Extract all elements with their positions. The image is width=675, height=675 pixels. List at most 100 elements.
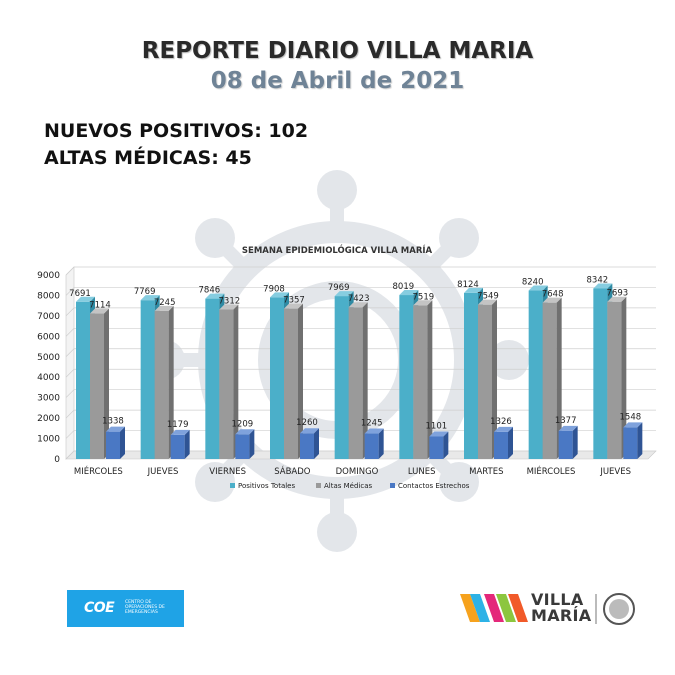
bar bbox=[478, 304, 492, 459]
bar-side bbox=[298, 303, 303, 459]
bar-top bbox=[607, 296, 627, 302]
bar bbox=[593, 288, 608, 459]
data-label: 1260 bbox=[296, 418, 318, 428]
bar-top bbox=[300, 428, 319, 434]
gridline bbox=[65, 348, 656, 358]
data-label: 7908 bbox=[263, 284, 285, 294]
data-label: 7519 bbox=[413, 292, 435, 302]
villa-maria-line1: VILLA bbox=[531, 590, 584, 609]
bar-side bbox=[492, 299, 497, 459]
bar-side bbox=[572, 425, 578, 459]
y-tick-label: 3000 bbox=[37, 394, 60, 404]
data-label: 1338 bbox=[102, 417, 124, 427]
bar-side bbox=[233, 304, 239, 459]
y-tick-label: 0 bbox=[54, 455, 60, 465]
bar bbox=[348, 307, 363, 459]
bar-top bbox=[542, 297, 562, 303]
bar-top bbox=[154, 305, 174, 311]
y-tick-label: 5000 bbox=[37, 353, 60, 363]
bar bbox=[219, 309, 234, 459]
chart-title: SEMANA EPIDEMIOLÓGICA VILLA MARÍA bbox=[242, 244, 433, 256]
data-label: 1326 bbox=[490, 417, 512, 427]
bar bbox=[542, 302, 557, 459]
bar bbox=[106, 431, 120, 459]
bar-top bbox=[76, 296, 95, 302]
bar-top bbox=[413, 300, 433, 306]
bar bbox=[334, 296, 349, 459]
bar-side bbox=[184, 429, 190, 459]
gridline bbox=[65, 266, 656, 276]
legend-swatch bbox=[316, 483, 321, 488]
coe-logo-abbr: COE bbox=[84, 600, 115, 616]
bar-side bbox=[621, 296, 627, 459]
bar-top bbox=[334, 291, 354, 297]
bar-top bbox=[219, 304, 239, 310]
villa-maria-wordmark: VILLA MARÍA bbox=[531, 592, 591, 624]
bar bbox=[399, 295, 414, 459]
bar-top bbox=[235, 429, 255, 435]
bar-side bbox=[314, 428, 319, 459]
bar-top bbox=[494, 426, 513, 432]
gridline bbox=[65, 430, 656, 439]
bar bbox=[429, 436, 444, 459]
bar-side bbox=[104, 308, 109, 459]
bar-side bbox=[249, 429, 255, 459]
bar bbox=[623, 427, 638, 459]
legend-label: Contactos Estrechos bbox=[398, 482, 470, 490]
data-label: 7549 bbox=[477, 292, 499, 302]
bar-side bbox=[427, 300, 433, 459]
bar-top bbox=[284, 303, 303, 309]
data-label: 1377 bbox=[555, 416, 577, 426]
bar-top bbox=[170, 429, 190, 435]
data-label: 8124 bbox=[457, 280, 479, 290]
data-label: 1101 bbox=[426, 421, 448, 431]
data-label: 1245 bbox=[361, 419, 383, 429]
y-tick-label: 2000 bbox=[37, 414, 60, 424]
data-label: 1548 bbox=[620, 412, 642, 422]
villa-maria-line2: MARÍA bbox=[531, 606, 592, 625]
bar bbox=[364, 433, 379, 459]
bar-top bbox=[478, 299, 497, 305]
y-tick-label: 7000 bbox=[37, 312, 60, 322]
gridline bbox=[65, 287, 656, 296]
bar bbox=[558, 430, 573, 459]
y-tick-label: 1000 bbox=[37, 435, 60, 445]
bar bbox=[284, 308, 298, 459]
bar-top bbox=[528, 285, 548, 291]
coe-logo-fullname: CENTRO DE OPERACIONES DE EMERGENCIAS bbox=[125, 600, 165, 615]
bar-top bbox=[270, 292, 289, 298]
x-tick-label: MIÉRCOLES bbox=[527, 465, 576, 477]
data-label: 8019 bbox=[393, 282, 415, 292]
bar-side bbox=[168, 305, 174, 459]
bar bbox=[464, 292, 478, 459]
bar bbox=[205, 298, 220, 459]
data-label: 7114 bbox=[89, 301, 111, 311]
gridline bbox=[65, 368, 656, 378]
bar bbox=[607, 301, 622, 459]
data-label: 8342 bbox=[587, 275, 609, 285]
data-label: 7691 bbox=[69, 289, 91, 299]
data-label: 7423 bbox=[348, 294, 370, 304]
bar bbox=[235, 434, 250, 459]
bar-top bbox=[623, 422, 643, 428]
data-label: 7357 bbox=[283, 296, 305, 306]
x-tick-label: JUEVES bbox=[599, 467, 631, 477]
data-label: 1179 bbox=[167, 420, 189, 430]
bar-top bbox=[399, 290, 419, 296]
bar-side bbox=[378, 428, 384, 459]
new-positives-stat: NUEVOS POSITIVOS: 102 bbox=[44, 120, 309, 142]
x-tick-label: MIÉRCOLES bbox=[74, 465, 123, 477]
gridline bbox=[65, 307, 656, 317]
gridline bbox=[65, 450, 656, 460]
bar bbox=[413, 305, 428, 459]
legend-swatch bbox=[390, 483, 395, 488]
coe-logo: COE CENTRO DE OPERACIONES DE EMERGENCIAS bbox=[67, 590, 184, 627]
x-tick-label: LUNES bbox=[408, 467, 436, 477]
bar-top bbox=[558, 425, 578, 431]
bar bbox=[90, 313, 104, 459]
data-label: 7648 bbox=[542, 290, 564, 300]
legend-swatch bbox=[230, 483, 235, 488]
report-date: 08 de Abril de 2021 bbox=[210, 68, 465, 94]
